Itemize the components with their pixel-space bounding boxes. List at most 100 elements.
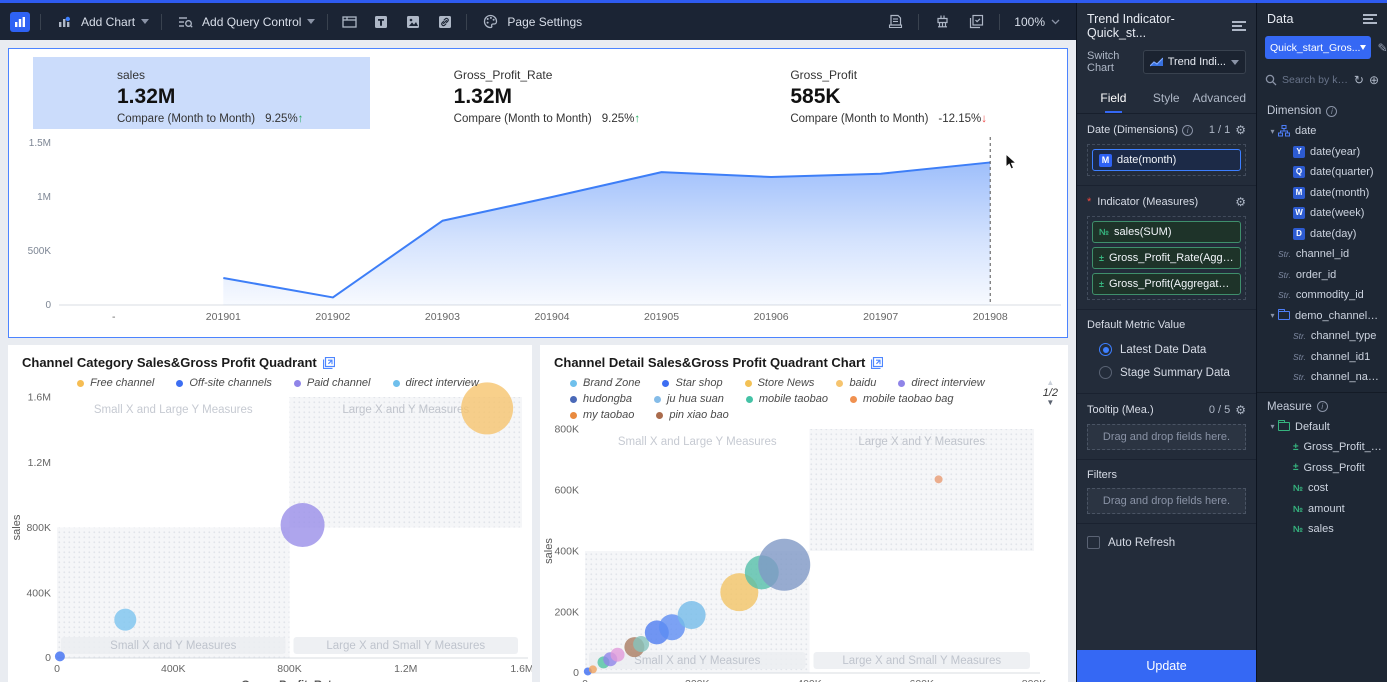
field-item-channel-name[interactable]: Str. channel_name bbox=[1257, 367, 1387, 388]
insert-text-icon[interactable] bbox=[370, 11, 392, 33]
field-item-cost[interactable]: № cost bbox=[1257, 478, 1387, 499]
indicator-field-dropzone[interactable]: № sales(SUM) ± Gross_Profit_Rate(Aggregate … bbox=[1087, 216, 1246, 300]
drill-badge-icon[interactable] bbox=[322, 356, 335, 369]
drill-badge-icon[interactable] bbox=[871, 356, 884, 369]
export-icon[interactable] bbox=[884, 11, 906, 33]
kpi-card-gross-profit-rate[interactable]: Gross_Profit_Rate 1.32M Compare (Month t… bbox=[370, 57, 707, 129]
legend-item-paid-channel[interactable]: Paid channel bbox=[293, 377, 371, 389]
field-item-channel-id[interactable]: Str. channel_id bbox=[1257, 244, 1387, 265]
kpi-card-sales[interactable]: sales 1.32M Compare (Month to Month) 9.25… bbox=[33, 57, 370, 129]
legend-item-star-shop[interactable]: Star shop bbox=[662, 377, 723, 389]
field-item-demo-channel-info-[interactable]: ▾ demo_channel_info... bbox=[1257, 306, 1387, 327]
trend-indicator-widget[interactable]: sales 1.32M Compare (Month to Month) 9.25… bbox=[8, 48, 1068, 338]
insert-tab-icon[interactable] bbox=[338, 11, 360, 33]
switch-chart-dropdown[interactable]: Trend Indi... bbox=[1142, 50, 1246, 74]
legend-item-pin-xiao-bao[interactable]: pin xiao bao bbox=[656, 409, 729, 421]
legend-pager[interactable]: ▲ 1/2 ▼ bbox=[1043, 378, 1058, 408]
radio-button[interactable] bbox=[1099, 366, 1112, 379]
dataset-selector[interactable]: Quick_start_Gros... bbox=[1265, 36, 1372, 59]
zoom-control[interactable]: 100% bbox=[1012, 11, 1062, 33]
auto-refresh-toggle[interactable]: Auto Refresh bbox=[1087, 533, 1246, 552]
field-chip[interactable]: ± Gross_Profit_Rate(Aggregate C... bbox=[1092, 247, 1241, 269]
info-icon[interactable] bbox=[1316, 401, 1328, 412]
legend-item-my-taobao[interactable]: my taobao bbox=[570, 409, 634, 421]
config-panel-header: Trend Indicator-Quick_st... bbox=[1077, 0, 1256, 48]
legend-item-free-channel[interactable]: Free channel bbox=[77, 377, 154, 389]
add-field-icon[interactable] bbox=[1369, 71, 1379, 89]
field-item-commodity-id[interactable]: Str. commodity_id bbox=[1257, 285, 1387, 306]
legend-item-store-news[interactable]: Store News bbox=[744, 377, 814, 389]
tooltip-dropzone[interactable]: Drag and drop fields here. bbox=[1087, 424, 1246, 450]
tree-expand-icon[interactable]: ▾ bbox=[1270, 311, 1275, 321]
tab-advanced[interactable]: Advanced bbox=[1192, 91, 1246, 105]
page-settings-button[interactable]: Page Settings bbox=[477, 7, 584, 37]
radio-button[interactable] bbox=[1099, 343, 1112, 356]
tab-field[interactable]: Field bbox=[1087, 84, 1140, 113]
toolbar-divider bbox=[999, 13, 1001, 30]
svg-text:0: 0 bbox=[54, 663, 60, 675]
legend-item-direct-interview[interactable]: direct interview bbox=[392, 377, 479, 389]
legend-page-up-icon[interactable]: ▲ bbox=[1046, 378, 1055, 387]
legend-item-brand-zone[interactable]: Brand Zone bbox=[570, 377, 640, 389]
collapse-panel-icon[interactable] bbox=[1232, 21, 1247, 31]
update-button[interactable]: Update bbox=[1077, 650, 1256, 682]
field-item-gross-profit[interactable]: ± Gross_Profit bbox=[1257, 458, 1387, 479]
legend-dot bbox=[293, 379, 301, 387]
add-chart-button[interactable]: Add Chart bbox=[51, 7, 151, 37]
field-item-channel-id1[interactable]: Str. channel_id1 bbox=[1257, 347, 1387, 368]
field-chip[interactable]: № sales(SUM) bbox=[1092, 221, 1241, 243]
metric-option-stage-summary-data[interactable]: Stage Summary Data bbox=[1087, 361, 1246, 384]
insert-image-icon[interactable] bbox=[402, 11, 424, 33]
channel-category-quadrant-widget[interactable]: Channel Category Sales&Gross Profit Quad… bbox=[8, 345, 532, 682]
app-logo-icon[interactable] bbox=[10, 11, 30, 32]
legend-wrap: Brand Zone Star shop Store News baidu direct… bbox=[540, 370, 1068, 423]
insert-link-icon[interactable] bbox=[434, 11, 456, 33]
auto-refresh-checkbox[interactable] bbox=[1087, 536, 1100, 549]
field-chip[interactable]: ± Gross_Profit(Aggregate Calcula... bbox=[1092, 273, 1241, 295]
legend-item-mobile-taobao[interactable]: mobile taobao bbox=[745, 393, 828, 405]
field-item-gross-profit-rate[interactable]: ± Gross_Profit_Rate bbox=[1257, 437, 1387, 458]
field-item-date[interactable]: ▾ date bbox=[1257, 121, 1387, 142]
gear-icon[interactable] bbox=[1235, 123, 1246, 137]
tab-style[interactable]: Style bbox=[1152, 91, 1180, 105]
kpi-card-gross-profit[interactable]: Gross_Profit 585K Compare (Month to Mont… bbox=[706, 57, 1043, 129]
channel-detail-quadrant-widget[interactable]: Channel Detail Sales&Gross Profit Quadra… bbox=[540, 345, 1068, 682]
refresh-icon[interactable] bbox=[1354, 71, 1364, 89]
add-query-control-button[interactable]: Add Query Control bbox=[172, 7, 317, 37]
legend-item-off-site-channels[interactable]: Off-site channels bbox=[176, 377, 272, 389]
search-input[interactable]: Search by ke... bbox=[1282, 74, 1349, 86]
field-label: Gross_Profit bbox=[1303, 461, 1365, 474]
legend-page-down-icon[interactable]: ▼ bbox=[1046, 398, 1055, 407]
tree-expand-icon[interactable]: ▾ bbox=[1270, 126, 1275, 136]
legend-item-hudongba[interactable]: hudongba bbox=[570, 393, 632, 405]
info-icon[interactable] bbox=[1182, 124, 1194, 136]
gear-icon[interactable] bbox=[1235, 403, 1246, 417]
legend-item-mobile-taobao-bag[interactable]: mobile taobao bag bbox=[849, 393, 953, 405]
gear-icon[interactable] bbox=[1235, 195, 1246, 209]
field-item-default[interactable]: ▾ Default bbox=[1257, 417, 1387, 438]
filters-dropzone[interactable]: Drag and drop fields here. bbox=[1087, 488, 1246, 514]
field-item-amount[interactable]: № amount bbox=[1257, 499, 1387, 520]
edit-dataset-icon[interactable]: ✎ bbox=[1377, 40, 1387, 55]
field-item-sales[interactable]: № sales bbox=[1257, 519, 1387, 540]
legend-item-direct-interview[interactable]: direct interview bbox=[898, 377, 985, 389]
clipboard-check-icon[interactable] bbox=[965, 11, 987, 33]
collapse-panel-icon[interactable] bbox=[1363, 14, 1377, 24]
legend-item-ju-hua-suan[interactable]: ju hua suan bbox=[653, 393, 724, 405]
legend-dot bbox=[176, 379, 184, 387]
field-item-order-id[interactable]: Str. order_id bbox=[1257, 265, 1387, 286]
info-icon[interactable] bbox=[1326, 105, 1338, 117]
field-item-channel-type[interactable]: Str. channel_type bbox=[1257, 326, 1387, 347]
clean-brush-icon[interactable] bbox=[931, 11, 953, 33]
trend-line-chart[interactable]: 0 500K 1M 1.5M - 201901 201902 201903 201904 2019… bbox=[9, 133, 1067, 333]
metric-option-latest-date-data[interactable]: Latest Date Data bbox=[1087, 338, 1246, 361]
legend-item-baidu[interactable]: baidu bbox=[836, 377, 876, 389]
tree-expand-icon[interactable]: ▾ bbox=[1270, 422, 1275, 432]
